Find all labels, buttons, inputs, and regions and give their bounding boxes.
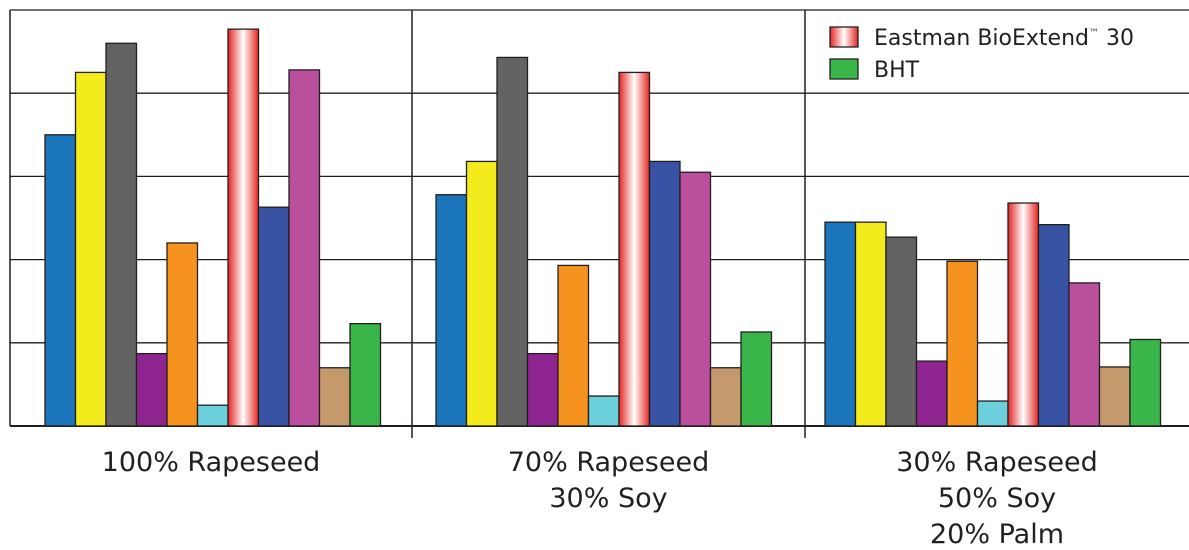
bar (1098, 366, 1131, 427)
bar (166, 242, 199, 427)
bar (557, 264, 590, 427)
bar (349, 323, 382, 427)
legend-swatch (829, 26, 859, 48)
bar (915, 360, 948, 427)
bar (44, 134, 77, 427)
bar (709, 367, 742, 427)
legend: Eastman BioExtend™ 30 BHT (829, 26, 1134, 83)
category-label: 30% Rapeseed (896, 447, 1098, 478)
group-labels: 100% Rapeseed 70% Rapeseed 30% Soy 30% Rape… (102, 447, 1098, 550)
bar (227, 28, 260, 427)
bar (885, 236, 918, 427)
category-label: 70% Rapeseed (508, 447, 710, 478)
legend-swatch (829, 58, 859, 80)
bar (135, 352, 168, 427)
bar (854, 221, 887, 427)
category-label: 30% Soy (549, 483, 667, 514)
bar (587, 395, 620, 427)
legend-label: BHT (874, 58, 920, 83)
bars (44, 28, 1162, 427)
category-label: 20% Palm (930, 519, 1064, 550)
bar (496, 56, 529, 427)
bar (976, 400, 1009, 427)
bar (1007, 202, 1040, 427)
bar (288, 69, 321, 427)
bar (526, 352, 559, 427)
category-label: 100% Rapeseed (102, 447, 321, 478)
bar (648, 160, 681, 427)
bar (196, 404, 229, 427)
bar (1037, 224, 1070, 427)
bar (740, 331, 773, 427)
bar (946, 260, 979, 427)
bar (1068, 282, 1101, 427)
bar (824, 221, 857, 427)
bar (257, 206, 290, 427)
bar (318, 367, 351, 427)
bar (105, 42, 138, 427)
bar (74, 71, 107, 427)
bar (618, 71, 651, 427)
legend-label: Eastman BioExtend™ 30 (874, 26, 1134, 51)
bar (679, 171, 712, 427)
bar (435, 194, 468, 427)
category-label: 50% Soy (938, 483, 1056, 514)
bar (465, 160, 498, 427)
bar (1129, 338, 1162, 427)
